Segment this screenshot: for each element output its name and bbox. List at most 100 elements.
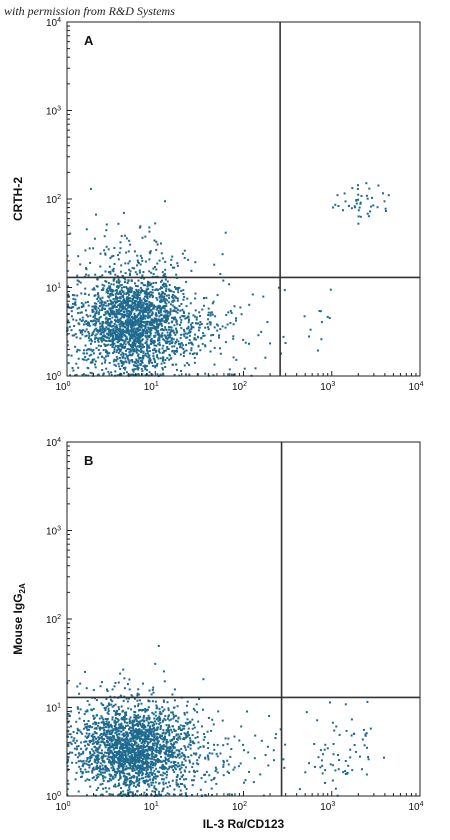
scatter-point (97, 349, 100, 351)
scatter-point (160, 334, 163, 337)
scatter-point (128, 743, 131, 746)
scatter-point (117, 713, 120, 715)
scatter-point (153, 729, 156, 732)
scatter-point (172, 318, 175, 321)
scatter-point (127, 279, 130, 282)
scatter-point (121, 335, 124, 338)
scatter-point (150, 784, 153, 787)
scatter-point (139, 332, 142, 335)
scatter-point (136, 334, 139, 337)
scatter-point (183, 335, 186, 338)
scatter-point (166, 299, 169, 302)
scatter-point (118, 761, 121, 764)
scatter-point (164, 319, 167, 322)
scatter-point (176, 287, 178, 290)
scatter-point (78, 323, 81, 326)
scatter-point (109, 746, 112, 749)
scatter-point (137, 305, 140, 308)
x-tick-label: 101 (144, 381, 159, 393)
scatter-point (115, 734, 118, 736)
scatter-point (166, 310, 169, 313)
scatter-point (140, 349, 143, 352)
scatter-point (141, 370, 144, 372)
scatter-point (91, 288, 94, 291)
scatter-point (126, 700, 129, 703)
scatter-point (75, 373, 78, 376)
scatter-point (109, 314, 111, 317)
scatter-point (123, 286, 125, 289)
scatter-point (104, 361, 106, 364)
scatter-point (105, 367, 108, 370)
scatter-point (120, 762, 123, 765)
scatter-point (140, 359, 143, 362)
scatter-point (117, 309, 120, 312)
scatter-point (154, 749, 157, 752)
scatter-point (109, 736, 111, 739)
scatter-point (152, 733, 155, 736)
scatter-point (149, 329, 152, 332)
scatter-point (151, 285, 154, 288)
scatter-point (128, 316, 131, 318)
scatter-point (144, 310, 147, 313)
scatter-point (102, 787, 105, 790)
scatter-point (269, 342, 272, 345)
scatter-point (89, 314, 92, 317)
scatter-point (179, 323, 181, 326)
scatter-point (148, 362, 151, 365)
scatter-point (154, 714, 157, 717)
scatter-point (159, 717, 161, 720)
scatter-point (101, 355, 104, 358)
scatter-point (172, 291, 175, 294)
scatter-point (184, 332, 187, 335)
scatter-point (137, 783, 140, 786)
scatter-point (103, 761, 106, 764)
scatter-point (131, 745, 133, 748)
scatter-point (140, 351, 142, 354)
scatter-point (136, 359, 139, 362)
scatter-point (131, 335, 134, 338)
scatter-point (138, 782, 141, 784)
scatter-point (134, 736, 137, 738)
scatter-point (171, 300, 174, 303)
scatter-point (163, 305, 166, 307)
scatter-point (135, 322, 138, 325)
scatter-point (87, 348, 90, 351)
scatter-point (105, 280, 108, 283)
scatter-point (197, 322, 199, 325)
scatter-point (216, 294, 219, 297)
scatter-point (174, 761, 177, 763)
scatter-point (347, 204, 350, 207)
scatter-point (144, 342, 147, 345)
scatter-point (108, 296, 111, 299)
scatter-point (70, 710, 73, 713)
scatter-point (126, 341, 129, 344)
scatter-point (147, 336, 150, 339)
scatter-point (181, 344, 184, 347)
scatter-point (159, 314, 162, 317)
scatter-point (171, 749, 174, 752)
scatter-point (80, 741, 83, 744)
scatter-point (334, 203, 337, 206)
scatter-point (84, 309, 87, 312)
scatter-point (122, 766, 125, 769)
scatter-point (128, 332, 131, 335)
scatter-point (124, 712, 127, 715)
scatter-point (165, 767, 168, 770)
scatter-point (130, 349, 133, 352)
y-axis-title: Mouse IgG2A (11, 583, 27, 655)
scatter-point (138, 761, 141, 764)
scatter-point (187, 342, 190, 345)
scatter-point (115, 281, 118, 284)
scatter-point (147, 776, 150, 778)
scatter-point (148, 258, 151, 261)
scatter-point (136, 699, 139, 702)
scatter-point (107, 313, 110, 316)
scatter-point (82, 759, 85, 762)
x-axis-title: IL-3 Rα/CD123 (203, 817, 285, 831)
scatter-point (112, 331, 115, 334)
scatter-point (176, 738, 178, 741)
scatter-point (198, 326, 201, 329)
scatter-point (150, 760, 153, 763)
scatter-point (199, 754, 202, 757)
